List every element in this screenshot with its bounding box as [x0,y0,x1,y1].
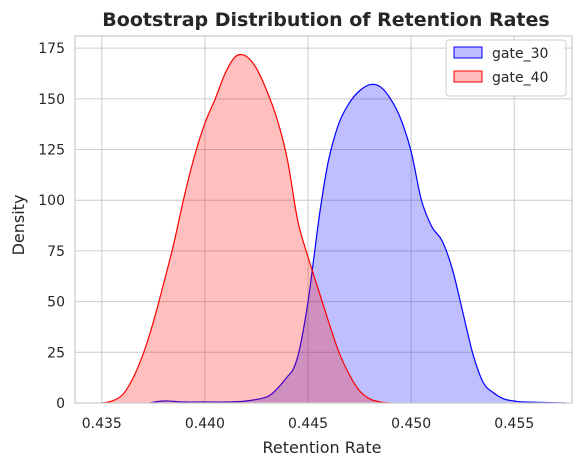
y-tick-label-4: 100 [38,193,65,209]
y-axis-title: Density [9,195,28,256]
series-layer [101,53,566,404]
x-tick-label-0: 0.435 [82,416,122,432]
density-area-gate_40 [101,54,391,404]
y-axis-ticks: 0 25 50 75 100 125 150 175 [38,41,65,412]
y-tick-label-7: 175 [38,41,65,57]
x-tick-label-2: 0.445 [288,416,328,432]
grid-lines [75,36,572,404]
x-tick-label-1: 0.440 [185,416,225,432]
y-tick-label-2: 50 [47,295,65,311]
chart-title: Bootstrap Distribution of Retention Rate… [102,9,549,31]
legend-label-gate_30: gate_30 [492,46,548,62]
density-area-gate_30 [149,84,566,403]
legend-swatch-gate_30 [453,46,483,59]
x-axis-ticks: 0.435 0.440 0.445 0.450 0.455 [82,416,535,432]
x-tick-label-4: 0.455 [494,416,534,432]
x-axis-title: Retention Rate [263,438,382,457]
y-tick-label-3: 75 [47,244,65,260]
plot-frame [74,35,573,404]
legend: gate_30 gate_40 [445,39,567,97]
y-tick-label-1: 25 [47,345,65,361]
x-tick-label-3: 0.450 [391,416,431,432]
plot-area [74,35,573,404]
y-tick-label-0: 0 [56,396,65,412]
y-tick-label-5: 125 [38,143,65,159]
legend-swatch-gate_40 [453,70,483,83]
legend-label-gate_40: gate_40 [492,70,548,86]
density-line-gate_40 [101,53,391,404]
y-tick-label-6: 150 [38,92,65,108]
density-line-gate_30 [149,83,566,404]
